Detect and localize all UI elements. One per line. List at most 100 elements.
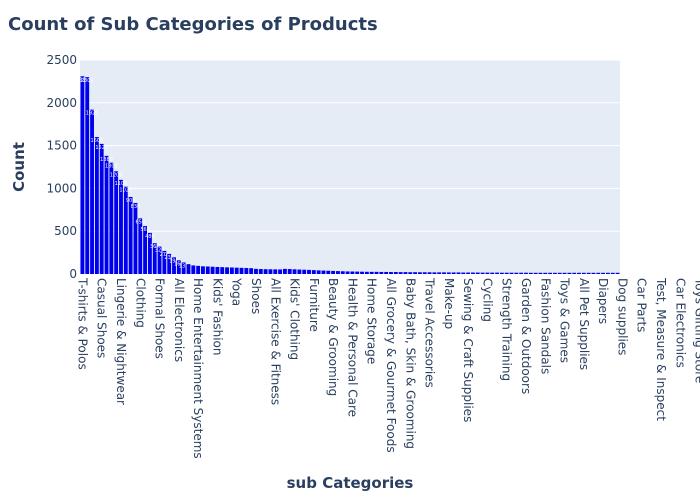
bar[interactable] [278, 269, 283, 274]
bar[interactable] [495, 272, 499, 274]
bar[interactable] [336, 271, 340, 274]
bar[interactable] [85, 77, 90, 275]
bar[interactable] [586, 272, 591, 274]
bar[interactable] [427, 272, 432, 274]
bar[interactable] [374, 271, 379, 274]
bar[interactable] [282, 268, 287, 274]
bar[interactable] [350, 271, 355, 274]
bar[interactable] [138, 218, 143, 274]
bar[interactable] [379, 271, 384, 274]
bar[interactable] [538, 272, 543, 274]
bar[interactable] [437, 272, 442, 274]
bar[interactable] [403, 272, 408, 274]
bar[interactable] [490, 272, 495, 274]
bar[interactable] [172, 257, 176, 274]
bar[interactable] [567, 272, 572, 274]
bar[interactable] [234, 267, 239, 274]
bar[interactable] [123, 186, 128, 274]
bar[interactable] [389, 272, 393, 274]
bar[interactable] [528, 272, 533, 274]
bar[interactable] [552, 272, 557, 274]
bar[interactable] [316, 270, 321, 274]
bar[interactable] [263, 269, 268, 274]
bar[interactable] [548, 272, 553, 274]
bar[interactable] [249, 268, 254, 274]
bar[interactable] [451, 272, 456, 274]
bar[interactable] [384, 271, 389, 274]
bar[interactable] [225, 267, 229, 274]
bar[interactable] [186, 264, 191, 274]
bar[interactable] [210, 266, 215, 274]
bar[interactable] [311, 270, 316, 274]
bar[interactable] [90, 109, 94, 274]
bar[interactable] [615, 272, 620, 274]
bar[interactable] [432, 272, 437, 274]
bar[interactable] [326, 270, 331, 274]
bar[interactable] [239, 267, 244, 274]
bar[interactable] [417, 272, 422, 274]
bar[interactable] [297, 269, 302, 274]
bar[interactable] [413, 272, 418, 274]
bar[interactable] [355, 271, 360, 274]
bar[interactable] [119, 179, 123, 274]
bar[interactable] [345, 271, 350, 274]
bar[interactable] [287, 269, 292, 274]
bar[interactable] [446, 272, 451, 274]
bar[interactable] [591, 272, 596, 274]
bar[interactable] [268, 269, 273, 274]
bar[interactable] [610, 272, 615, 274]
bar[interactable] [471, 272, 475, 274]
bar[interactable] [398, 272, 403, 274]
bar[interactable] [128, 196, 133, 274]
bar[interactable] [331, 270, 336, 274]
bar[interactable] [157, 246, 162, 274]
bar[interactable] [572, 272, 577, 274]
bar[interactable] [364, 271, 369, 274]
bar[interactable] [109, 162, 114, 274]
bar[interactable] [369, 271, 374, 274]
bar[interactable] [533, 272, 538, 274]
bar[interactable] [205, 266, 210, 274]
bar[interactable] [220, 267, 225, 274]
bar[interactable] [80, 76, 85, 274]
bar[interactable] [475, 272, 480, 274]
bar[interactable] [152, 243, 157, 274]
bar[interactable] [601, 272, 606, 274]
bar[interactable] [215, 266, 220, 274]
bar[interactable] [244, 268, 249, 274]
bar[interactable] [442, 272, 446, 274]
bar[interactable] [181, 262, 186, 274]
bar[interactable] [321, 270, 326, 274]
bar[interactable] [147, 232, 152, 274]
bar[interactable] [562, 272, 567, 274]
bar[interactable] [99, 143, 104, 274]
bar[interactable] [94, 137, 99, 274]
bar[interactable] [581, 272, 586, 274]
bar[interactable] [596, 272, 601, 274]
bar[interactable] [104, 155, 109, 274]
bar[interactable] [466, 272, 471, 274]
bar[interactable] [133, 202, 138, 274]
bar[interactable] [360, 271, 364, 274]
bar[interactable] [201, 266, 205, 274]
bar[interactable] [509, 272, 514, 274]
bar[interactable] [114, 171, 119, 274]
bar[interactable] [408, 272, 413, 274]
bar[interactable] [393, 272, 398, 274]
bar[interactable] [258, 269, 263, 274]
bar[interactable] [340, 271, 345, 274]
bar[interactable] [480, 272, 485, 274]
bar[interactable] [292, 269, 297, 274]
bar[interactable] [162, 250, 167, 274]
bar[interactable] [543, 272, 548, 274]
bar[interactable] [557, 272, 562, 274]
bar[interactable] [302, 269, 307, 274]
bar[interactable] [456, 272, 461, 274]
bar[interactable] [519, 272, 524, 274]
bar[interactable] [191, 265, 196, 274]
bar[interactable] [422, 272, 427, 274]
bar[interactable] [524, 272, 528, 274]
bar[interactable] [461, 272, 466, 274]
bar[interactable] [196, 265, 201, 274]
bar[interactable] [254, 268, 258, 274]
